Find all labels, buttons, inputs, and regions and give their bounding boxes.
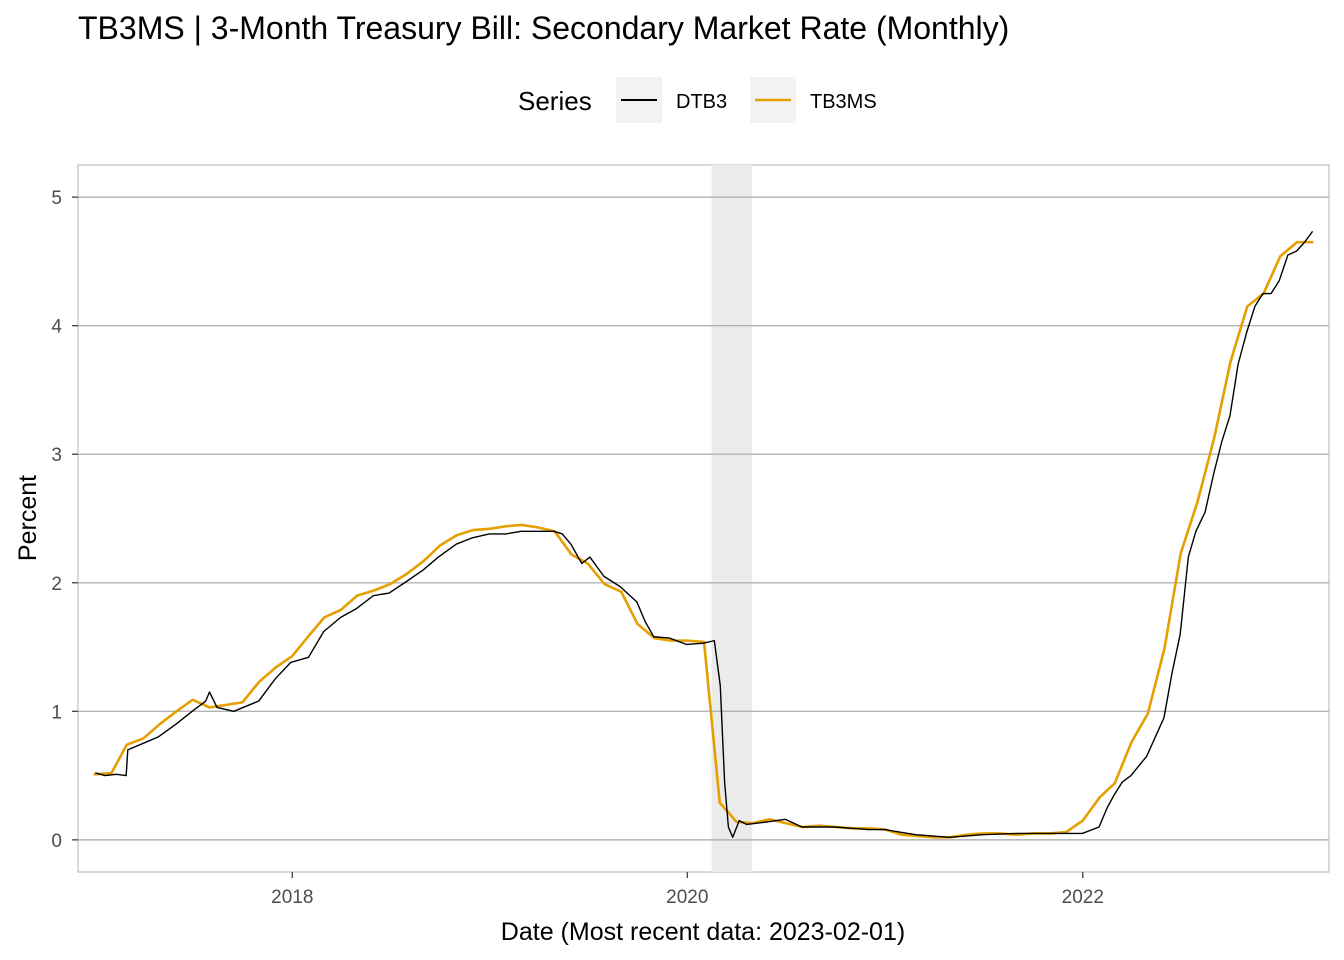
y-tick-label: 5 [51, 188, 62, 209]
y-tick-label: 2 [51, 574, 62, 595]
y-tick-label: 4 [51, 317, 62, 338]
y-axis-title: Percent [14, 475, 42, 561]
y-tick-label: 0 [51, 831, 62, 852]
y-tick-label: 3 [51, 445, 62, 466]
legend-title: Series [518, 86, 592, 116]
legend-label-dtb3: DTB3 [676, 91, 727, 113]
x-tick-label: 2020 [666, 887, 708, 908]
series-line-dtb3 [95, 231, 1313, 838]
legend: Series DTB3 TB3MS [518, 77, 877, 123]
x-tick-label: 2022 [1062, 887, 1104, 908]
x-axis-title: Date (Most recent data: 2023-02-01) [501, 918, 905, 946]
legend-label-tb3ms: TB3MS [810, 91, 877, 113]
plot-panel [77, 164, 1330, 873]
y-tick-label: 1 [51, 702, 62, 723]
chart-title: TB3MS | 3-Month Treasury Bill: Secondary… [78, 10, 1010, 46]
x-tick-label: 2018 [271, 887, 313, 908]
recession-shading [711, 165, 753, 872]
series-line-tb3ms [93, 240, 1314, 839]
